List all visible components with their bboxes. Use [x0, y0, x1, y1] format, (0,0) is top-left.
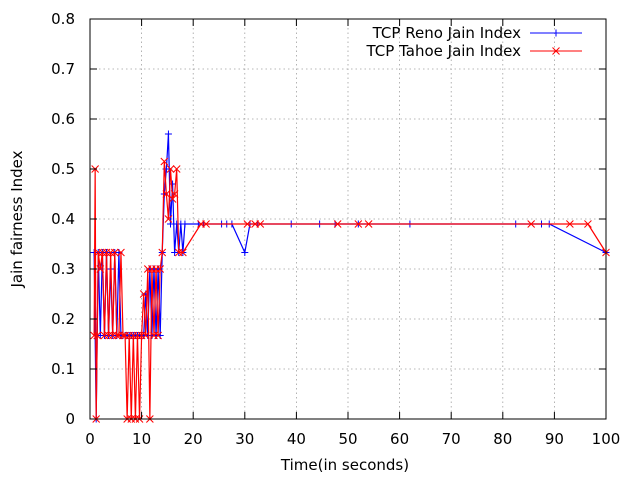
data-point-tcp-reno-jain-index	[164, 130, 172, 138]
data-point-tcp-tahoe-jain-index	[90, 331, 98, 340]
data-point-tcp-reno-jain-index	[241, 249, 249, 256]
data-point-tcp-tahoe-jain-index-b	[527, 220, 536, 228]
data-point-tcp-tahoe-jain-index-b	[256, 220, 265, 228]
data-point-tcp-tahoe-jain-index-b	[154, 331, 162, 340]
y-tick-label: 0.4	[51, 210, 75, 228]
data-point-tcp-tahoe-jain-index-b	[110, 248, 119, 257]
data-point-tcp-tahoe-jain-index	[333, 220, 342, 228]
data-point-tcp-tahoe-jain-index	[139, 290, 148, 298]
x-tick-label: 60	[390, 430, 409, 448]
data-point-tcp-tahoe-jain-index	[119, 331, 127, 340]
data-point-tcp-tahoe-jain-index-b	[566, 220, 574, 228]
legend-marker-symbol-tcp-tahoe-jain-index-b	[552, 47, 560, 55]
data-point-tcp-tahoe-jain-index-b	[158, 248, 167, 257]
data-point-tcp-tahoe-jain-index-b	[166, 165, 175, 173]
series-tcp-tahoe-jain-index	[90, 157, 610, 423]
data-point-tcp-tahoe-jain-index	[96, 265, 105, 273]
data-point-tcp-tahoe-jain-index-b	[179, 248, 187, 257]
x-tick-label: 30	[235, 430, 254, 448]
legend-marker-symbol-tcp-tahoe-jain-index	[552, 47, 560, 55]
legend: TCP Reno Jain Index TCP Tahoe Jain Index	[366, 24, 582, 60]
x-tick-label: 0	[85, 430, 95, 448]
data-point-tcp-tahoe-jain-index	[154, 331, 162, 340]
data-point-tcp-tahoe-jain-index	[170, 190, 179, 198]
y-tick-label: 0.3	[51, 260, 75, 278]
data-point-tcp-tahoe-jain-index	[168, 195, 177, 203]
data-point-tcp-tahoe-jain-index-b	[202, 220, 210, 228]
data-point-tcp-tahoe-jain-index-b	[243, 220, 252, 228]
legend-label-tahoe: TCP Tahoe Jain Index	[366, 42, 522, 60]
x-tick-label: 80	[493, 430, 512, 448]
data-point-tcp-tahoe-jain-index-b	[112, 331, 121, 340]
data-point-tcp-tahoe-jain-index-b	[139, 290, 148, 298]
data-point-tcp-tahoe-jain-index	[141, 331, 150, 340]
data-point-tcp-tahoe-jain-index	[112, 331, 121, 340]
data-point-tcp-tahoe-jain-index-b	[117, 248, 125, 257]
data-point-tcp-tahoe-jain-index	[162, 190, 171, 198]
y-tick-label: 0.8	[51, 10, 75, 28]
legend-label-reno: TCP Reno Jain Index	[372, 24, 521, 42]
data-point-tcp-tahoe-jain-index	[527, 220, 536, 228]
data-point-tcp-tahoe-jain-index-b	[172, 165, 181, 173]
data-point-tcp-tahoe-jain-index	[354, 220, 363, 228]
x-tick-label: 100	[592, 430, 621, 448]
data-point-tcp-tahoe-jain-index	[364, 220, 373, 228]
data-point-tcp-tahoe-jain-index	[158, 248, 167, 257]
data-point-tcp-tahoe-jain-index-b	[160, 157, 169, 166]
data-point-tcp-tahoe-jain-index-b	[156, 265, 165, 273]
data-point-tcp-tahoe-jain-index-b	[354, 220, 363, 228]
data-point-tcp-tahoe-jain-index-b	[584, 220, 592, 228]
legend-marker-symbol-tcp-reno-jain-index	[552, 29, 560, 37]
y-tick-label: 0.7	[51, 60, 75, 78]
legend-marker-reno	[552, 29, 560, 37]
y-tick-label: 0.5	[51, 160, 75, 178]
y-axis-label: Jain fairness Index	[8, 150, 26, 288]
y-tick-label: 0.1	[51, 360, 75, 378]
data-point-tcp-tahoe-jain-index	[202, 220, 210, 228]
ticks: 0 10 20 30 40 50 60 70 80 90 100 0 0.1 0.2 0.3 0.4 0.5 0.…	[51, 10, 620, 448]
data-point-tcp-tahoe-jain-index	[93, 331, 102, 340]
data-point-tcp-tahoe-jain-index	[110, 248, 119, 257]
data-point-tcp-tahoe-jain-index	[566, 220, 574, 228]
x-tick-label: 90	[545, 430, 564, 448]
x-tick-label: 10	[132, 430, 151, 448]
data-point-tcp-tahoe-jain-index	[160, 157, 169, 166]
data-point-tcp-tahoe-jain-index-b	[364, 220, 373, 228]
data-point-tcp-tahoe-jain-index-b	[119, 331, 127, 340]
data-point-tcp-tahoe-jain-index-b	[93, 331, 102, 340]
series-tcp-reno-jain-index	[90, 130, 610, 423]
data-point-tcp-tahoe-jain-index	[156, 265, 165, 273]
legend-marker-tahoe	[552, 47, 560, 55]
data-point-tcp-tahoe-jain-index-b	[141, 331, 150, 340]
grid	[90, 19, 606, 419]
data-point-tcp-tahoe-jain-index-b	[162, 190, 171, 198]
data-point-tcp-tahoe-jain-index	[179, 248, 187, 257]
data-point-tcp-tahoe-jain-index-b	[170, 190, 179, 198]
data-point-tcp-tahoe-jain-index-b	[96, 265, 105, 273]
series-layer	[90, 130, 610, 423]
x-tick-label: 20	[184, 430, 203, 448]
data-point-tcp-tahoe-jain-index	[584, 220, 592, 228]
x-axis-label: Time(in seconds)	[280, 456, 409, 474]
y-tick-label: 0	[65, 410, 75, 428]
y-tick-label: 0.6	[51, 110, 75, 128]
x-tick-label: 50	[338, 430, 357, 448]
data-point-tcp-tahoe-jain-index-b	[168, 195, 177, 203]
data-point-tcp-reno-jain-index	[181, 220, 189, 228]
x-tick-label: 70	[442, 430, 461, 448]
y-tick-label: 0.2	[51, 310, 75, 328]
data-point-tcp-tahoe-jain-index	[117, 248, 125, 257]
data-point-tcp-tahoe-jain-index	[243, 220, 252, 228]
data-point-tcp-tahoe-jain-index	[256, 220, 265, 228]
data-point-tcp-tahoe-jain-index	[166, 165, 175, 173]
data-point-tcp-tahoe-jain-index-b	[333, 220, 342, 228]
data-point-tcp-tahoe-jain-index-b	[164, 215, 173, 223]
data-point-tcp-tahoe-jain-index-b	[90, 331, 98, 340]
data-point-tcp-tahoe-jain-index	[172, 165, 181, 173]
x-tick-label: 40	[287, 430, 306, 448]
data-point-tcp-tahoe-jain-index	[164, 215, 173, 223]
